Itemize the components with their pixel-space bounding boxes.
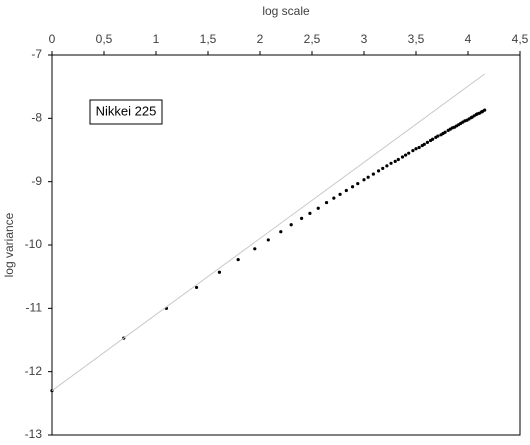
data-point: [404, 153, 408, 157]
data-point: [443, 130, 447, 134]
data-point: [371, 172, 375, 176]
x-tick-label: 0,5: [96, 32, 113, 46]
x-tick-label: 2,5: [304, 32, 321, 46]
data-point: [411, 149, 415, 153]
x-tick-label: 3: [361, 32, 368, 46]
data-point: [266, 238, 270, 242]
legend-box: [89, 99, 163, 125]
data-point: [217, 270, 222, 274]
data-point: [289, 223, 293, 227]
data-point: [389, 161, 393, 165]
y-tick-label: -12: [25, 364, 43, 378]
y-tick-label: -10: [25, 237, 43, 251]
data-point: [279, 230, 283, 234]
data-point: [483, 108, 487, 112]
data-point: [338, 192, 342, 196]
data-point: [344, 188, 348, 193]
data-point: [362, 178, 366, 182]
data-point: [332, 196, 336, 200]
y-tick-label: -13: [25, 427, 43, 441]
y-tick-label: -8: [31, 111, 42, 125]
legend-label: Nikkei 225: [96, 103, 157, 118]
x-tick-label: 1,5: [200, 32, 217, 46]
data-point: [253, 247, 257, 251]
data-point: [194, 285, 199, 290]
data-point: [393, 159, 397, 163]
data-point: [422, 142, 426, 146]
y-tick-label: -9: [31, 174, 42, 188]
data-point: [385, 164, 389, 168]
y-axis-title: log variance: [2, 212, 16, 277]
data-point: [376, 169, 381, 173]
data-point: [381, 166, 385, 170]
data-point: [396, 157, 400, 162]
y-tick-label: -7: [31, 47, 42, 61]
data-point: [300, 216, 304, 220]
x-tick-label: 1: [153, 32, 160, 46]
data-point: [316, 206, 320, 210]
data-point: [425, 140, 430, 144]
x-tick-label: 4,5: [512, 32, 529, 46]
data-point: [366, 175, 370, 179]
data-point: [350, 185, 355, 189]
data-point: [407, 151, 411, 155]
data-point: [324, 200, 329, 205]
reference-line: [51, 73, 485, 392]
x-tick-label: 3,5: [408, 32, 425, 46]
data-point: [414, 147, 418, 151]
data-point: [436, 134, 440, 138]
data-point: [417, 145, 421, 150]
data-point: [308, 211, 312, 215]
data-point: [431, 137, 435, 141]
y-tick-label: -11: [26, 301, 43, 315]
x-tick-label: 4: [465, 32, 472, 46]
x-tick-label: 2: [257, 32, 264, 46]
data-point: [400, 155, 405, 159]
x-tick-label: 0: [49, 32, 56, 46]
data-point: [236, 257, 240, 262]
x-axis-title: log scale: [262, 4, 310, 18]
data-point: [356, 181, 360, 186]
